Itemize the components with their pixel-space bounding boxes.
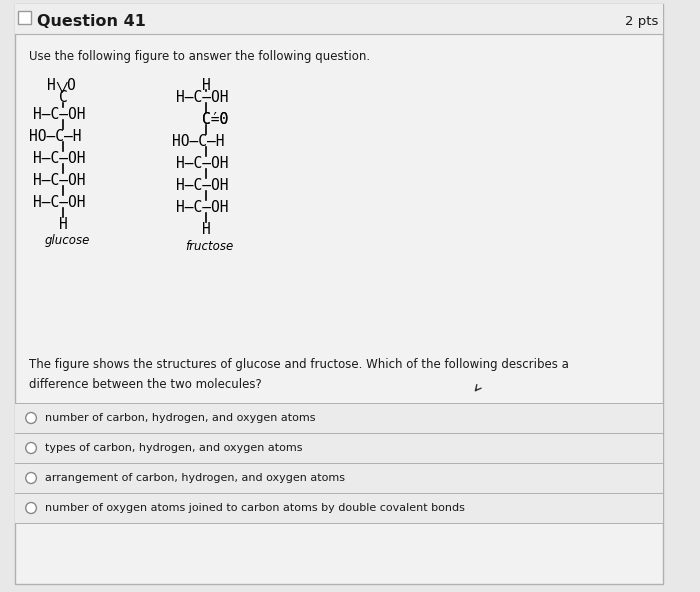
Text: 2 pts: 2 pts: [624, 14, 658, 27]
Circle shape: [26, 413, 36, 423]
Text: H—C—OH: H—C—OH: [33, 195, 85, 210]
Text: Question 41: Question 41: [37, 14, 146, 28]
FancyBboxPatch shape: [15, 433, 663, 463]
Text: H—C—OH: H—C—OH: [176, 178, 228, 193]
Text: H: H: [60, 217, 68, 231]
Text: H: H: [202, 222, 211, 237]
Text: fructose: fructose: [186, 240, 234, 253]
Text: H—C—OH: H—C—OH: [33, 150, 85, 166]
Text: C′0: C′0: [202, 112, 228, 127]
Text: \: \: [55, 80, 63, 93]
Text: number of carbon, hydrogen, and oxygen atoms: number of carbon, hydrogen, and oxygen a…: [45, 413, 315, 423]
Text: H—C—OH: H—C—OH: [176, 90, 228, 105]
Text: glucose: glucose: [45, 234, 90, 247]
Text: H: H: [47, 78, 55, 93]
Circle shape: [26, 472, 36, 484]
Text: types of carbon, hydrogen, and oxygen atoms: types of carbon, hydrogen, and oxygen at…: [45, 443, 302, 453]
FancyBboxPatch shape: [15, 4, 663, 34]
Text: C=O: C=O: [202, 112, 228, 127]
Text: H—C—OH: H—C—OH: [176, 156, 228, 171]
Text: number of oxygen atoms joined to carbon atoms by double covalent bonds: number of oxygen atoms joined to carbon …: [45, 503, 465, 513]
Text: O: O: [66, 78, 75, 93]
Circle shape: [26, 442, 36, 453]
Text: HO—C—H: HO—C—H: [29, 128, 82, 144]
Circle shape: [26, 503, 36, 513]
Text: Use the following figure to answer the following question.: Use the following figure to answer the f…: [29, 50, 370, 63]
Text: H—C—OH: H—C—OH: [176, 200, 228, 215]
FancyBboxPatch shape: [15, 403, 663, 433]
Text: H: H: [202, 78, 211, 93]
Text: H—C—OH: H—C—OH: [33, 107, 85, 121]
FancyBboxPatch shape: [18, 11, 31, 24]
Text: C: C: [60, 90, 68, 105]
Text: H—C—OH: H—C—OH: [33, 173, 85, 188]
FancyBboxPatch shape: [15, 493, 663, 523]
FancyBboxPatch shape: [15, 4, 663, 584]
Text: The figure shows the structures of glucose and fructose. Which of the following : The figure shows the structures of gluco…: [29, 358, 569, 391]
Text: HO—C—H: HO—C—H: [172, 134, 224, 149]
Text: arrangement of carbon, hydrogen, and oxygen atoms: arrangement of carbon, hydrogen, and oxy…: [45, 473, 344, 483]
Text: /: /: [60, 80, 68, 93]
FancyBboxPatch shape: [15, 463, 663, 493]
